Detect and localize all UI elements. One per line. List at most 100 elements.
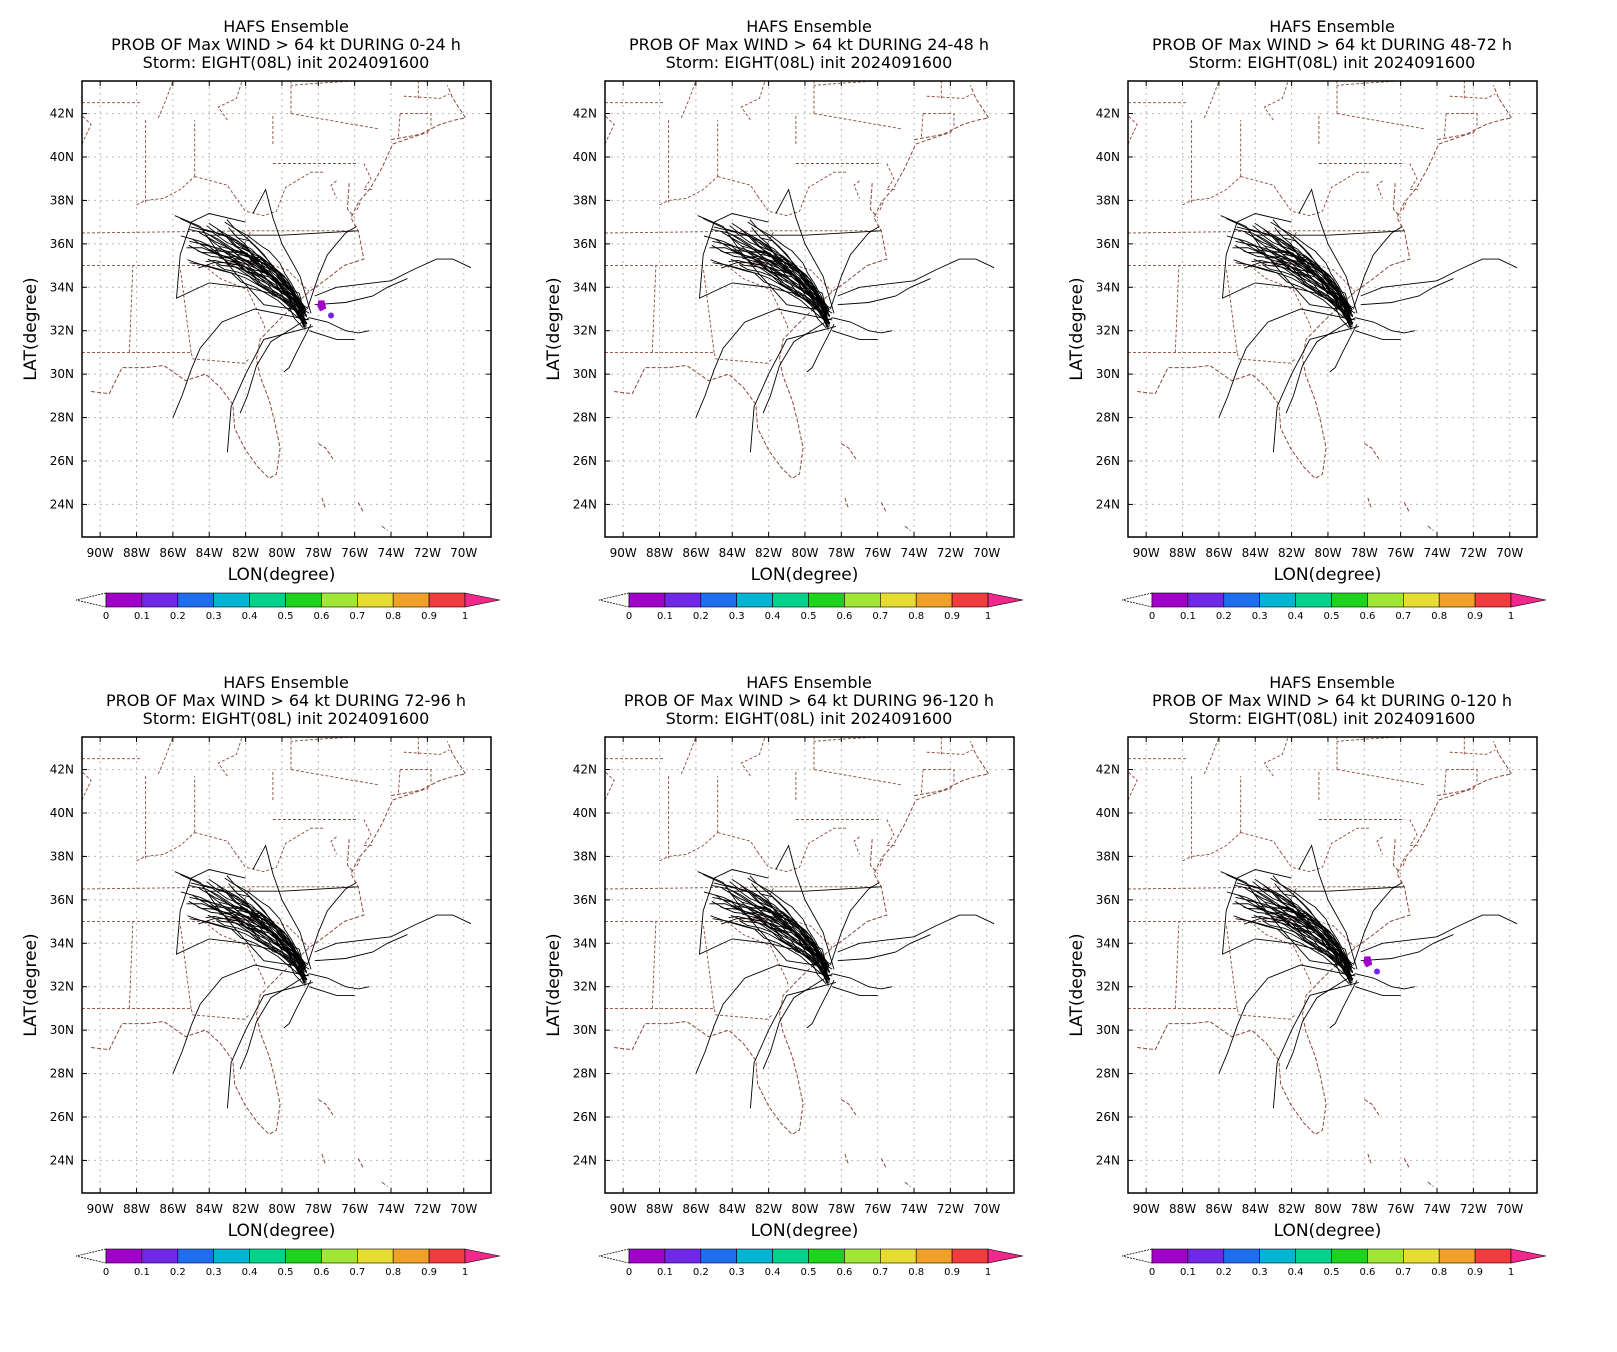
ensemble-track xyxy=(224,221,304,320)
state-border xyxy=(82,115,92,145)
x-tick-label: 70W xyxy=(1496,1202,1523,1216)
state-border xyxy=(1271,230,1403,266)
colorbar-swatch xyxy=(1259,592,1296,608)
colorbar-label: 1 xyxy=(462,1267,468,1278)
ensemble-track xyxy=(239,973,310,1070)
y-tick-label: 34N xyxy=(50,936,74,950)
state-border xyxy=(179,923,192,1009)
colorbar-label: 0.3 xyxy=(729,611,745,622)
probability-shading xyxy=(317,300,327,312)
colorbar-label: 0.5 xyxy=(1324,1267,1340,1278)
ensemble-track xyxy=(728,916,830,977)
state-border xyxy=(1128,1007,1296,1020)
colorbar-swatch xyxy=(844,1248,881,1264)
ensemble-track xyxy=(1355,317,1416,334)
y-tick-label: 30N xyxy=(1096,367,1120,381)
x-tick-label: 78W xyxy=(305,1202,332,1216)
ensemble-track xyxy=(207,893,304,969)
coastline xyxy=(1137,85,1513,480)
colorbar-label: 0.7 xyxy=(1395,611,1411,622)
state-border xyxy=(853,180,860,199)
ensemble-track xyxy=(189,896,305,966)
x-tick-label: 76W xyxy=(864,1202,891,1216)
state-border xyxy=(1182,176,1242,206)
x-tick-label: 78W xyxy=(828,1202,855,1216)
colorbar-label: 0.9 xyxy=(1467,1267,1483,1278)
state-border xyxy=(605,886,775,890)
colorbar-label: 0.4 xyxy=(242,611,258,622)
ensemble-track xyxy=(1218,308,1356,418)
ensemble-track xyxy=(314,934,408,962)
y-axis-label: LAT(degree) xyxy=(544,277,564,380)
x-tick-label: 70W xyxy=(450,1202,477,1216)
ensemble-track xyxy=(695,964,833,1074)
colorbar-label: 0 xyxy=(103,1267,109,1278)
ensemble-track xyxy=(695,308,833,418)
colorbar-low-arrow xyxy=(598,592,630,608)
colorbar-high-arrow xyxy=(464,592,501,608)
coastline xyxy=(844,497,850,509)
state-border xyxy=(1449,93,1496,99)
coastline xyxy=(1392,183,1402,219)
colorbar-swatch xyxy=(700,1248,738,1264)
ensemble-track xyxy=(837,934,931,962)
coastline xyxy=(1403,502,1411,514)
ensemble-track xyxy=(189,918,307,981)
ensemble-track xyxy=(762,317,833,414)
state-border xyxy=(1376,836,1383,855)
y-tick-label: 38N xyxy=(1096,849,1120,863)
ensemble-track xyxy=(174,215,306,312)
coastline xyxy=(346,183,356,219)
colorbar-label: 0.8 xyxy=(1431,1267,1447,1278)
colorbar-swatch xyxy=(141,592,179,608)
state-border xyxy=(290,113,379,130)
state-border xyxy=(234,171,324,217)
ensemble-track xyxy=(227,262,305,321)
state-border xyxy=(1280,827,1370,873)
x-tick-label: 76W xyxy=(341,546,368,560)
state-border xyxy=(194,832,236,853)
state-border xyxy=(356,202,361,212)
y-tick-label: 26N xyxy=(1096,454,1120,468)
colorbar-swatch xyxy=(736,592,773,608)
colorbar-swatch xyxy=(213,1248,250,1264)
y-tick-label: 26N xyxy=(573,454,597,468)
colorbar-swatch xyxy=(428,592,466,608)
colorbar-label: 0.3 xyxy=(206,1267,222,1278)
coastline xyxy=(841,1099,857,1116)
colorbar-swatch xyxy=(177,1248,215,1264)
y-tick-label: 26N xyxy=(50,454,74,468)
state-border xyxy=(605,771,615,801)
colorbar-swatch xyxy=(213,592,250,608)
x-tick-label: 90W xyxy=(610,546,637,560)
ensemble-track xyxy=(172,308,310,418)
ensemble-track xyxy=(762,973,833,1070)
ensemble-track xyxy=(1235,896,1351,966)
panel-storm-line: Storm: EIGHT(08L) init 2024091600 xyxy=(666,53,953,72)
x-tick-label: 70W xyxy=(1496,546,1523,560)
ensemble-track xyxy=(1298,844,1358,970)
coastline xyxy=(1436,784,1476,797)
x-tick-label: 72W xyxy=(414,546,441,560)
ensemble-track xyxy=(1253,893,1350,969)
state-border xyxy=(234,827,324,873)
y-tick-label: 40N xyxy=(50,150,74,164)
coastline xyxy=(614,85,990,480)
state-border xyxy=(1280,171,1370,217)
ensemble-track xyxy=(751,227,831,316)
ensemble-track xyxy=(1285,973,1356,1070)
state-border xyxy=(702,923,715,1009)
ensemble-track xyxy=(710,915,831,980)
x-tick-label: 82W xyxy=(1278,1202,1305,1216)
ensemble-track xyxy=(730,237,827,313)
colorbar-swatch xyxy=(879,1248,917,1264)
plot-frame xyxy=(1127,736,1538,1194)
y-tick-label: 32N xyxy=(50,980,74,994)
y-tick-label: 28N xyxy=(1096,411,1120,425)
ensemble-track xyxy=(1352,882,1403,966)
ensemble-track xyxy=(749,906,829,986)
plot-area xyxy=(82,81,491,537)
y-tick-label: 36N xyxy=(1096,893,1120,907)
ensemble-track xyxy=(239,317,310,414)
state-border xyxy=(757,827,847,873)
